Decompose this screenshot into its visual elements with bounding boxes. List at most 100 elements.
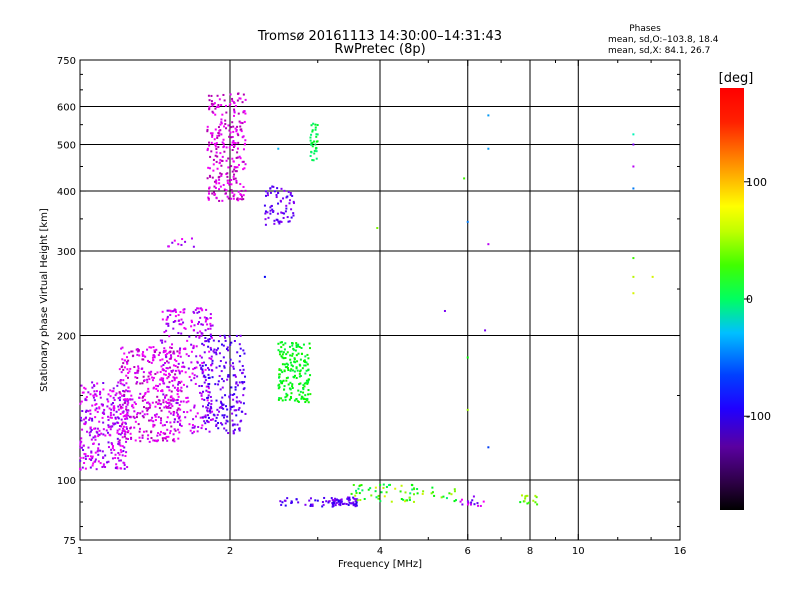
data-point <box>220 343 223 346</box>
data-point <box>236 99 239 102</box>
data-point <box>125 374 128 377</box>
data-point <box>118 403 121 406</box>
data-point <box>221 386 224 389</box>
data-point <box>193 430 196 433</box>
data-point <box>122 389 125 392</box>
data-point <box>283 348 286 351</box>
data-point <box>300 395 303 398</box>
data-point <box>242 194 245 197</box>
data-point <box>297 501 300 504</box>
data-point <box>304 398 307 401</box>
data-point <box>632 257 635 260</box>
data-point <box>472 495 475 498</box>
data-point <box>176 402 179 405</box>
data-point <box>137 349 140 352</box>
data-point <box>156 389 159 392</box>
data-point <box>173 379 176 382</box>
data-point <box>174 373 177 376</box>
x-tick-label: 16 <box>674 546 687 557</box>
x-tick-label: 4 <box>377 546 383 557</box>
data-point <box>299 390 302 393</box>
data-point <box>85 430 88 433</box>
x-tick-label: 10 <box>572 546 585 557</box>
data-point <box>206 399 209 402</box>
data-point <box>218 352 221 355</box>
data-point <box>225 146 228 149</box>
data-point <box>166 439 169 442</box>
data-point <box>284 499 287 502</box>
data-point <box>211 410 214 413</box>
data-point <box>227 432 230 435</box>
data-point <box>214 186 217 189</box>
data-point <box>136 348 139 351</box>
data-point <box>233 193 236 196</box>
data-point <box>211 135 214 138</box>
data-point <box>165 356 168 359</box>
data-point <box>122 450 125 453</box>
data-point <box>231 419 234 422</box>
data-point <box>460 498 463 501</box>
data-point <box>526 494 529 497</box>
data-point <box>237 163 240 166</box>
data-point <box>83 386 86 389</box>
data-point <box>374 490 377 493</box>
data-point <box>162 401 165 404</box>
data-point <box>92 442 95 445</box>
data-point <box>433 494 436 497</box>
data-point <box>242 135 245 138</box>
data-point <box>244 163 247 166</box>
data-point <box>115 410 118 413</box>
data-point <box>360 484 363 487</box>
data-point <box>148 419 151 422</box>
data-point <box>119 407 122 410</box>
data-point <box>164 395 167 398</box>
data-point <box>146 409 149 412</box>
data-point <box>126 399 129 402</box>
data-point <box>382 483 385 486</box>
data-point <box>199 316 202 319</box>
data-point <box>313 152 316 155</box>
data-point <box>102 421 105 424</box>
data-point <box>269 206 272 209</box>
data-point <box>207 327 210 330</box>
data-point <box>141 399 144 402</box>
data-point <box>266 192 269 195</box>
data-point <box>215 180 218 183</box>
data-point <box>280 187 283 190</box>
data-point <box>138 430 141 433</box>
data-point <box>288 199 291 202</box>
data-point <box>144 398 147 401</box>
data-point <box>162 351 165 354</box>
data-point <box>354 494 357 497</box>
data-point <box>238 406 241 409</box>
data-point <box>116 429 119 432</box>
data-point <box>237 408 240 411</box>
data-point <box>240 410 243 413</box>
data-point <box>209 327 212 330</box>
data-point <box>204 364 207 367</box>
data-point <box>233 141 236 144</box>
data-point <box>215 349 218 352</box>
data-point <box>632 133 635 136</box>
data-point <box>229 358 232 361</box>
data-point <box>225 192 228 195</box>
data-point <box>118 439 121 442</box>
data-point <box>192 368 195 371</box>
data-point <box>176 413 179 416</box>
data-point <box>242 368 245 371</box>
data-point <box>218 175 221 178</box>
data-point <box>109 428 112 431</box>
data-point <box>227 349 230 352</box>
data-point <box>91 419 94 422</box>
data-point <box>182 347 185 350</box>
data-point <box>91 381 94 384</box>
data-point <box>295 366 298 369</box>
data-point <box>224 422 227 425</box>
data-point <box>302 391 305 394</box>
data-point <box>157 354 160 357</box>
data-point <box>174 369 177 372</box>
data-point <box>114 417 117 420</box>
data-point <box>212 163 215 166</box>
data-point <box>127 438 130 441</box>
data-point <box>200 394 203 397</box>
